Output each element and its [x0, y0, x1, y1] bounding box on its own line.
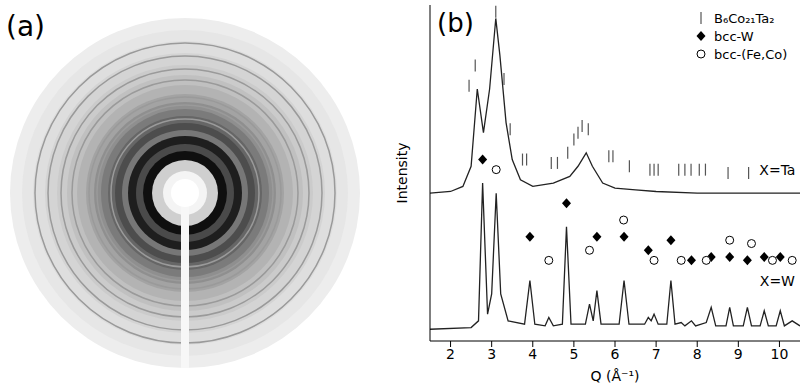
svg-text:Intensity: Intensity — [394, 143, 410, 204]
svg-text:Q (Å⁻¹): Q (Å⁻¹) — [591, 368, 640, 383]
svg-text:X=W: X=W — [760, 273, 795, 289]
svg-text:6: 6 — [611, 346, 620, 362]
svg-text:(a): (a) — [6, 10, 45, 43]
svg-text:9: 9 — [734, 346, 743, 362]
html-text:B₆Co₂₁Ta₂: B₆Co₂₁Ta₂ — [714, 10, 775, 26]
svg-text:2: 2 — [446, 346, 455, 362]
html-text:bcc-W: bcc-W — [714, 28, 754, 44]
svg-text:3: 3 — [487, 346, 496, 362]
svg-text:4: 4 — [528, 346, 537, 362]
html-text:bcc-(Fe,Co): bcc-(Fe,Co) — [714, 46, 788, 62]
svg-text:10: 10 — [771, 346, 789, 362]
html-text:(b): (b) — [437, 8, 474, 38]
svg-text:X=Ta: X=Ta — [759, 162, 795, 178]
svg-text:7: 7 — [652, 346, 661, 362]
svg-text:5: 5 — [569, 346, 578, 362]
svg-text:8: 8 — [693, 346, 702, 362]
